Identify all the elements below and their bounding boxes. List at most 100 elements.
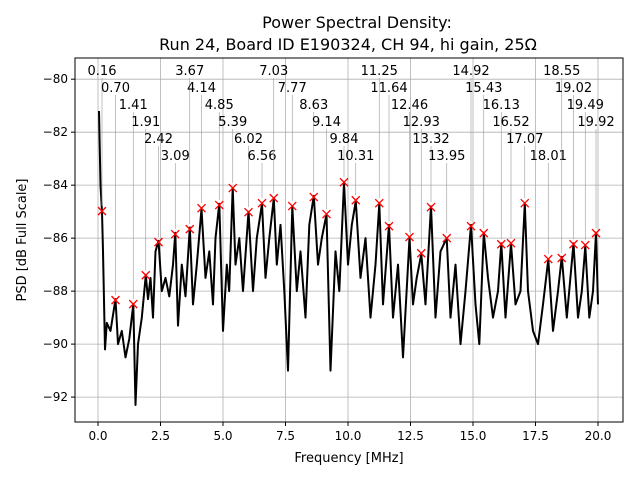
peak-marker	[269, 193, 279, 203]
peak-marker-stroke	[479, 228, 489, 238]
peak-label: 7.77	[278, 81, 307, 96]
x-tick-label: 5.0	[213, 429, 232, 443]
peak-label: 3.67	[175, 64, 204, 79]
peak-marker	[128, 299, 138, 309]
peak-label: 19.02	[555, 81, 592, 96]
peak-marker-stroke	[557, 253, 567, 263]
peak-marker	[374, 198, 384, 208]
peak-marker-stroke	[520, 198, 530, 208]
peak-label: 10.31	[337, 149, 374, 164]
peak-marker	[416, 248, 426, 258]
peak-marker-stroke	[442, 233, 452, 243]
peak-marker-stroke	[543, 254, 553, 264]
peak-marker-stroke	[228, 183, 238, 193]
peak-label: 9.14	[312, 115, 341, 130]
peak-label: 18.55	[543, 64, 580, 79]
peak-marker	[442, 233, 452, 243]
peak-marker	[111, 295, 120, 305]
peak-marker-stroke	[351, 195, 361, 205]
y-tick-label: −84	[43, 178, 68, 192]
peak-labels-layer: 0.16 0.70 1.41 1.91 2.42 3.09 3.67 4.14 4.85 5.39…	[88, 64, 615, 300]
peak-marker	[496, 239, 506, 249]
grid	[75, 58, 623, 422]
peak-marker	[214, 200, 224, 210]
peak-marker	[569, 239, 578, 249]
peak-label: 17.07	[506, 132, 543, 147]
peak-marker-stroke	[374, 198, 384, 208]
peak-marker-stroke	[569, 239, 578, 249]
x-tick-label: 12.5	[397, 429, 424, 443]
y-tick-label: −92	[43, 390, 68, 404]
series-layer	[97, 110, 601, 406]
peak-marker	[426, 202, 436, 212]
peak-marker	[591, 228, 601, 238]
x-tick-label: 15.0	[460, 429, 487, 443]
peak-marker	[351, 195, 361, 205]
peak-marker-stroke	[466, 221, 476, 231]
peak-marker-stroke	[214, 200, 224, 210]
peak-marker-stroke	[244, 207, 253, 217]
y-tick-label: −82	[43, 125, 68, 139]
peak-marker-stroke	[591, 228, 601, 238]
peak-marker-stroke	[426, 202, 436, 212]
peak-label: 1.41	[119, 98, 148, 113]
x-tick-label: 0.0	[88, 429, 107, 443]
peak-marker	[384, 221, 394, 231]
peak-label: 4.14	[187, 81, 216, 96]
y-tick-label: −80	[43, 72, 68, 86]
peak-marker-stroke	[197, 203, 206, 213]
peak-marker-stroke	[339, 177, 349, 187]
peak-label: 12.46	[391, 98, 428, 113]
peak-marker	[97, 206, 107, 216]
peak-marker-stroke	[111, 295, 120, 305]
peak-marker	[257, 198, 267, 208]
x-tick-label: 7.5	[276, 429, 295, 443]
peak-marker	[228, 183, 238, 193]
peak-marker	[154, 237, 163, 247]
peak-label: 1.91	[131, 115, 160, 130]
peak-label: 13.95	[428, 149, 465, 164]
peak-marker-stroke	[154, 237, 163, 247]
peak-marker	[506, 238, 516, 248]
peak-marker	[580, 240, 590, 250]
peak-marker-stroke	[416, 248, 426, 258]
peak-label: 12.93	[403, 115, 440, 130]
peak-marker-stroke	[322, 209, 331, 219]
peak-marker	[287, 201, 297, 211]
peak-marker-stroke	[580, 240, 590, 250]
peak-marker	[466, 221, 476, 231]
peak-label: 13.32	[412, 132, 449, 147]
peak-marker-stroke	[384, 221, 394, 231]
x-tick-label: 17.5	[522, 429, 549, 443]
peak-marker	[405, 232, 414, 242]
peak-label: 19.92	[577, 115, 614, 130]
peak-marker-stroke	[287, 201, 297, 211]
peak-marker	[197, 203, 206, 213]
peak-marker-stroke	[405, 232, 414, 242]
peak-marker-stroke	[141, 270, 151, 280]
x-tick-label: 10.0	[335, 429, 362, 443]
peak-marker	[543, 254, 553, 264]
peak-marker-stroke	[97, 206, 107, 216]
peak-label: 0.70	[101, 81, 130, 96]
peak-marker	[339, 177, 349, 187]
peak-label: 8.63	[299, 98, 328, 113]
y-axis-label: PSD [dB Full Scale]	[15, 178, 30, 301]
peak-label: 3.09	[161, 149, 190, 164]
peak-label: 2.42	[144, 132, 173, 147]
peak-marker	[557, 253, 567, 263]
peak-marker-stroke	[257, 198, 267, 208]
peak-label: 5.39	[218, 115, 247, 130]
y-tick-label: −86	[43, 231, 68, 245]
x-tick-label: 20.0	[585, 429, 612, 443]
peak-marker	[244, 207, 253, 217]
peak-marker-stroke	[496, 239, 506, 249]
peak-label: 6.56	[248, 149, 277, 164]
chart-subtitle: Run 24, Board ID E190324, CH 94, hi gain…	[159, 35, 537, 54]
peak-label: 7.03	[259, 64, 288, 79]
y-tick-label: −88	[43, 284, 68, 298]
y-tick-label: −90	[43, 337, 68, 351]
peak-marker	[185, 224, 195, 234]
